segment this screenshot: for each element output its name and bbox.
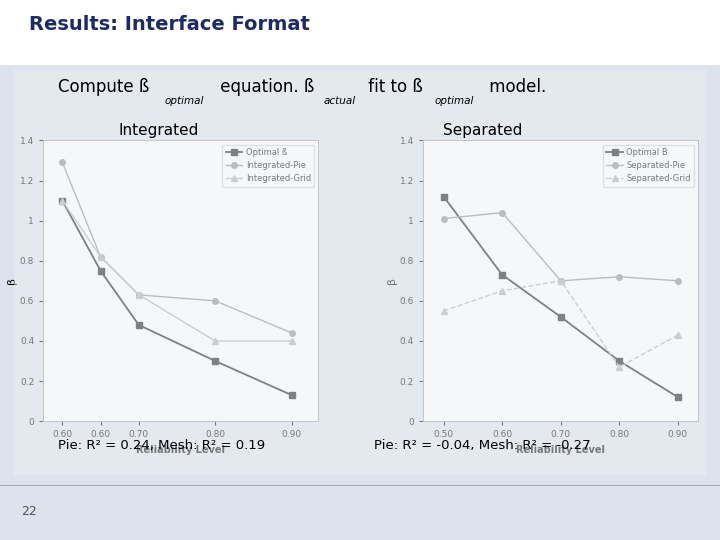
Optimal B: [674, 394, 683, 400]
Separated-Grid: [674, 332, 683, 338]
Separated-Pie: [615, 274, 624, 280]
Text: Pie: R² = -0.04, Mesh: R² = -0.27: Pie: R² = -0.04, Mesh: R² = -0.27: [374, 439, 591, 452]
Optimal ß: [287, 392, 296, 399]
Separated-Pie: [498, 210, 506, 216]
Y-axis label: β: β: [387, 278, 397, 284]
Optimal ß: [135, 322, 143, 328]
Optimal ß: [58, 197, 67, 204]
Line: Integrated-Grid: Integrated-Grid: [60, 198, 294, 344]
Separated-Pie: [557, 278, 565, 284]
X-axis label: Reliability Level: Reliability Level: [516, 445, 606, 455]
Line: Optimal B: Optimal B: [441, 194, 680, 400]
Text: Integrated: Integrated: [118, 123, 199, 138]
Text: Compute ß: Compute ß: [58, 78, 149, 96]
Text: Pie: R² = 0.24, Mesh: R² = 0.19: Pie: R² = 0.24, Mesh: R² = 0.19: [58, 439, 265, 452]
Text: fit to ß: fit to ß: [363, 78, 423, 96]
Optimal B: [439, 193, 448, 200]
Integrated-Pie: [287, 330, 296, 336]
Text: optimal: optimal: [434, 96, 474, 106]
Line: Optimal ß: Optimal ß: [60, 198, 294, 398]
Line: Separated-Grid: Separated-Grid: [441, 278, 680, 370]
X-axis label: Reliability Level: Reliability Level: [136, 445, 225, 455]
Optimal ß: [96, 267, 105, 274]
Integrated-Grid: [58, 197, 67, 204]
Optimal B: [557, 314, 565, 320]
Separated-Pie: [439, 215, 448, 222]
Optimal B: [498, 272, 506, 278]
Text: optimal: optimal: [164, 96, 204, 106]
Separated-Pie: [674, 278, 683, 284]
Text: 22: 22: [22, 505, 37, 518]
Separated-Grid: [439, 308, 448, 314]
Optimal ß: [211, 358, 220, 365]
Text: Separated: Separated: [443, 123, 522, 138]
Integrated-Grid: [211, 338, 220, 344]
Integrated-Pie: [58, 159, 67, 166]
Integrated-Grid: [287, 338, 296, 344]
Text: Results: Interface Format: Results: Interface Format: [29, 15, 310, 34]
Text: model.: model.: [484, 78, 546, 96]
Integrated-Pie: [135, 292, 143, 298]
Text: actual: actual: [324, 96, 356, 106]
Y-axis label: β: β: [7, 278, 17, 284]
Integrated-Grid: [135, 292, 143, 298]
Legend: Optimal B, Separated-Pie, Separated-Grid: Optimal B, Separated-Pie, Separated-Grid: [603, 145, 694, 186]
Optimal B: [615, 358, 624, 365]
Separated-Grid: [557, 278, 565, 284]
Line: Integrated-Pie: Integrated-Pie: [60, 160, 294, 336]
Line: Separated-Pie: Separated-Pie: [441, 210, 680, 284]
Integrated-Pie: [211, 298, 220, 304]
Integrated-Pie: [96, 253, 105, 260]
Separated-Grid: [615, 364, 624, 370]
Legend: Optimal ß, Integrated-Pie, Integrated-Grid: Optimal ß, Integrated-Pie, Integrated-Gr…: [222, 145, 315, 186]
Integrated-Grid: [96, 253, 105, 260]
Text: equation. ß: equation. ß: [215, 78, 314, 96]
Separated-Grid: [498, 288, 506, 294]
